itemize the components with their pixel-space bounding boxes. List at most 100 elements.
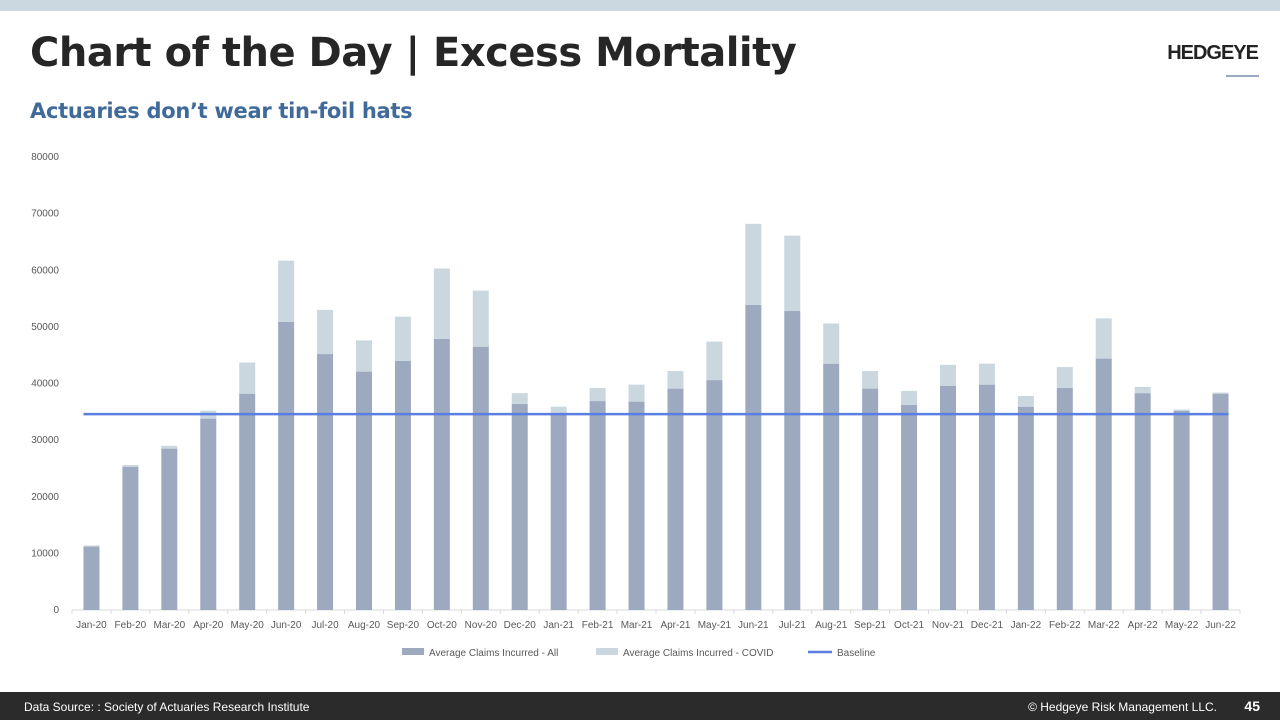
bar-claims-covid bbox=[862, 371, 879, 389]
y-tick-label: 10000 bbox=[31, 548, 59, 559]
bar-claims-all bbox=[1056, 388, 1073, 610]
bar-claims-covid bbox=[472, 290, 489, 347]
x-tick-label: Apr-22 bbox=[1128, 620, 1158, 631]
bar-claims-all bbox=[589, 401, 606, 610]
bar-claims-all bbox=[239, 393, 256, 610]
bar-claims-covid bbox=[1017, 395, 1034, 407]
bar-claims-all bbox=[628, 401, 645, 610]
bar-claims-all bbox=[1017, 406, 1034, 610]
bar-claims-all bbox=[317, 354, 334, 610]
x-tick-label: May-22 bbox=[1165, 620, 1199, 631]
bar-claims-all bbox=[511, 403, 528, 610]
footer-bar: Data Source: : Society of Actuaries Rese… bbox=[0, 692, 1280, 720]
x-tick-label: Jul-21 bbox=[779, 620, 807, 631]
hedgeye-logo: HEDGEYE bbox=[1167, 42, 1259, 64]
bar-claims-all bbox=[472, 346, 489, 610]
y-tick-label: 80000 bbox=[31, 152, 59, 163]
x-tick-label: Jan-21 bbox=[543, 620, 574, 631]
bar-claims-covid bbox=[706, 341, 723, 381]
x-tick-label: Jan-22 bbox=[1011, 620, 1042, 631]
x-tick-label: Mar-20 bbox=[153, 620, 185, 631]
bar-claims-all bbox=[667, 388, 684, 610]
x-tick-label: Sep-21 bbox=[854, 620, 887, 631]
bar-claims-all bbox=[1173, 410, 1190, 610]
bar-claims-covid bbox=[589, 388, 606, 402]
logo-underline bbox=[1226, 75, 1259, 77]
x-tick-label: Oct-21 bbox=[894, 620, 924, 631]
bar-claims-all bbox=[122, 466, 139, 610]
y-tick-label: 70000 bbox=[31, 209, 59, 220]
x-tick-label: May-20 bbox=[231, 620, 265, 631]
bar-claims-covid bbox=[317, 309, 334, 355]
bar-claims-covid bbox=[122, 465, 139, 467]
x-tick-label: Sep-20 bbox=[387, 620, 420, 631]
legend-label: Average Claims Incurred - COVID bbox=[623, 648, 773, 659]
bar-claims-covid bbox=[823, 323, 840, 364]
x-tick-label: Jun-21 bbox=[738, 620, 769, 631]
copyright: © Hedgeye Risk Management LLC. bbox=[1028, 700, 1217, 714]
x-tick-label: Feb-21 bbox=[582, 620, 614, 631]
bar-claims-all bbox=[1212, 393, 1229, 610]
bar-claims-covid bbox=[550, 406, 567, 414]
x-tick-label: Dec-20 bbox=[504, 620, 537, 631]
x-tick-label: May-21 bbox=[698, 620, 732, 631]
bar-claims-all bbox=[862, 388, 879, 610]
page-title: Chart of the Day | Excess Mortality bbox=[30, 30, 797, 76]
legend-label: Baseline bbox=[837, 648, 876, 659]
x-tick-label: Aug-21 bbox=[815, 620, 848, 631]
bar-claims-all bbox=[784, 311, 801, 610]
bar-claims-all bbox=[940, 385, 956, 610]
bar-claims-covid bbox=[1173, 409, 1190, 411]
y-tick-label: 30000 bbox=[31, 435, 59, 446]
page-number: 45 bbox=[1244, 698, 1260, 714]
bar-claims-all bbox=[745, 304, 762, 610]
bar-claims-all bbox=[83, 546, 100, 610]
x-tick-label: Dec-21 bbox=[971, 620, 1004, 631]
bar-claims-covid bbox=[940, 364, 956, 386]
bar-claims-all bbox=[394, 360, 411, 610]
bar-claims-all bbox=[901, 405, 918, 610]
bar-claims-all bbox=[161, 448, 178, 610]
bar-claims-covid bbox=[1095, 318, 1112, 359]
page-subtitle: Actuaries don’t wear tin-foil hats bbox=[30, 99, 413, 123]
bar-claims-covid bbox=[83, 545, 100, 547]
bar-claims-all bbox=[823, 363, 840, 610]
x-tick-label: Mar-22 bbox=[1088, 620, 1120, 631]
bar-claims-covid bbox=[161, 445, 178, 449]
y-tick-label: 0 bbox=[53, 605, 59, 616]
x-tick-label: Aug-20 bbox=[348, 620, 381, 631]
x-tick-label: Oct-20 bbox=[427, 620, 457, 631]
y-tick-label: 60000 bbox=[31, 265, 59, 276]
top-accent-bar bbox=[0, 0, 1280, 11]
bar-claims-covid bbox=[1056, 367, 1073, 389]
x-tick-label: Apr-21 bbox=[660, 620, 690, 631]
x-tick-label: Nov-21 bbox=[932, 620, 965, 631]
bar-claims-covid bbox=[901, 390, 918, 406]
x-tick-label: Feb-22 bbox=[1049, 620, 1081, 631]
x-tick-label: Feb-20 bbox=[115, 620, 147, 631]
bar-claims-all bbox=[278, 321, 295, 610]
bar-claims-all bbox=[550, 413, 567, 610]
y-tick-label: 20000 bbox=[31, 492, 59, 503]
x-tick-label: Apr-20 bbox=[193, 620, 223, 631]
bar-claims-covid bbox=[1212, 392, 1229, 394]
y-tick-label: 40000 bbox=[31, 379, 59, 390]
bar-claims-all bbox=[433, 338, 450, 610]
bar-claims-all bbox=[706, 380, 723, 610]
bar-claims-covid bbox=[978, 363, 995, 385]
bar-claims-covid bbox=[356, 340, 372, 372]
x-tick-label: Jun-20 bbox=[271, 620, 302, 631]
bar-claims-covid bbox=[628, 384, 645, 402]
bar-claims-all bbox=[200, 418, 217, 610]
data-source: Data Source: : Society of Actuaries Rese… bbox=[24, 700, 310, 714]
bar-claims-covid bbox=[745, 223, 762, 305]
x-tick-label: Jan-20 bbox=[76, 620, 107, 631]
legend-label: Average Claims Incurred - All bbox=[429, 648, 558, 659]
bar-claims-covid bbox=[239, 362, 256, 394]
legend-swatch bbox=[402, 648, 424, 655]
bar-claims-all bbox=[1134, 393, 1151, 610]
bar-claims-covid bbox=[394, 316, 411, 361]
bar-claims-covid bbox=[511, 393, 528, 404]
x-tick-label: Jun-22 bbox=[1205, 620, 1236, 631]
x-tick-label: Nov-20 bbox=[465, 620, 498, 631]
